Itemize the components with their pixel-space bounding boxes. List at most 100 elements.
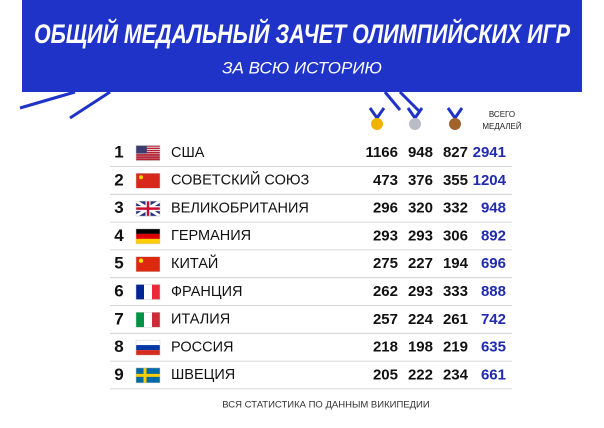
- rank: 8: [114, 337, 123, 356]
- flag-part: [139, 175, 143, 180]
- total-medals: 2941: [473, 144, 506, 161]
- total-medals: 696: [481, 255, 506, 272]
- table-row: 2 СОВЕТСКИЙ СОЮЗ 473 376 355 1204: [110, 170, 512, 195]
- total-medals: 661: [481, 366, 506, 383]
- subtitle: ЗА ВСЮ ИСТОРИЮ: [222, 58, 382, 77]
- table-row: 3 ВЕЛИКОБРИТАНИЯ 296 320 332 948: [110, 198, 512, 223]
- table-row: 7 ИТАЛИЯ 257 224 261 742: [110, 309, 512, 334]
- flag-part: [136, 154, 160, 156]
- rank: 3: [114, 198, 123, 217]
- medal-count: 275: [373, 255, 398, 272]
- flag: [135, 145, 161, 161]
- country: СОВЕТСКИЙ СОЮЗ: [171, 171, 310, 189]
- flag: [135, 367, 161, 384]
- flag-part: [136, 201, 160, 217]
- flag-part: [136, 145, 160, 147]
- country: РОССИЯ: [171, 339, 233, 355]
- medal-count: 205: [373, 366, 398, 383]
- flag-part: [136, 340, 160, 346]
- flag-border: [135, 228, 161, 245]
- medal-count: 194: [443, 255, 469, 272]
- flag-part: [136, 156, 160, 158]
- flag-border: [135, 312, 161, 328]
- flag-part: [136, 152, 160, 154]
- table-row: 1 США 1166 948 827 2941: [110, 142, 512, 167]
- medal-count: 262: [373, 283, 398, 300]
- country: КИТАЙ: [171, 254, 218, 272]
- medal-count: 473: [373, 172, 398, 189]
- flag-border: [135, 284, 161, 300]
- rank: 9: [114, 365, 123, 384]
- total-header: ВСЕГО: [489, 110, 515, 119]
- flag-border: [135, 339, 161, 356]
- medal-count: 333: [443, 283, 468, 300]
- table-row: 5 КИТАЙ 275 227 194 696: [110, 254, 512, 279]
- medal-count: 296: [373, 200, 398, 217]
- medal-count: 332: [443, 200, 468, 217]
- rank: 6: [114, 281, 123, 300]
- flag-border: [135, 173, 161, 189]
- rank: 4: [114, 226, 124, 245]
- country: ГЕРМАНИЯ: [171, 228, 251, 244]
- flag: [135, 312, 161, 328]
- rank: 2: [114, 170, 123, 189]
- table-row: 6 ФРАНЦИЯ 262 293 333 888: [110, 281, 512, 306]
- medal-count: 306: [443, 227, 468, 244]
- flag-part: [136, 145, 147, 154]
- flag-part: [136, 238, 160, 244]
- banner-decor: [19, 90, 422, 120]
- country: ФРАНЦИЯ: [171, 284, 243, 300]
- total-medals: 948: [481, 200, 506, 217]
- total-medals: 635: [481, 339, 506, 356]
- medal-icons: [368, 107, 464, 130]
- medal-count: 376: [408, 172, 433, 189]
- medal-count: 293: [408, 283, 433, 300]
- medal-count: 1166: [365, 144, 398, 161]
- country: ИТАЛИЯ: [171, 312, 230, 328]
- title: ОБЩИЙ МЕДАЛЬНЫЙ ЗАЧЕТ ОЛИМПИЙСКИХ ИГР: [34, 17, 571, 49]
- flag: [135, 256, 161, 272]
- flag-part: [152, 284, 160, 300]
- total-medals: 888: [481, 283, 506, 300]
- medal-count: 293: [373, 227, 398, 244]
- medal-count: 257: [373, 311, 398, 328]
- flag-border: [135, 145, 161, 161]
- flag-part: [136, 158, 160, 160]
- medal-count: 320: [408, 200, 433, 217]
- flag-part: [136, 350, 160, 356]
- medal-count: 261: [443, 311, 468, 328]
- flag-part: [152, 312, 160, 328]
- total-header: МЕДАЛЕЙ: [482, 122, 522, 131]
- flag-part: [136, 312, 144, 328]
- flag-part: [136, 154, 160, 156]
- flag: [135, 284, 161, 300]
- total-medals: 892: [481, 227, 506, 244]
- flag-border: [135, 200, 161, 217]
- table-row: 8 РОССИЯ 218 198 219 635: [110, 337, 512, 362]
- total-medals: 1204: [473, 172, 507, 189]
- country: ШВЕЦИЯ: [171, 367, 235, 383]
- total-medals: 742: [481, 311, 506, 328]
- flag-part: [144, 312, 152, 328]
- flag-part: [136, 157, 160, 159]
- medal-count: 234: [443, 366, 469, 383]
- medal-count: 224: [408, 311, 434, 328]
- rank: 5: [114, 254, 123, 273]
- flag-part: [136, 367, 160, 383]
- flag-part: [136, 173, 160, 189]
- rank: 1: [114, 142, 123, 161]
- flag: [135, 173, 161, 189]
- country: США: [171, 145, 205, 161]
- flag-border: [135, 367, 161, 384]
- flag-part: [136, 228, 160, 234]
- footer: ВСЯ СТАТИСТИКА ПО ДАННЫМ ВИКИПЕДИИ: [222, 400, 430, 411]
- table-row: 9 ШВЕЦИЯ 205 222 234 661: [110, 365, 512, 390]
- flag-part: [136, 256, 160, 272]
- medal-count: 827: [443, 144, 468, 161]
- flag-part: [136, 233, 160, 239]
- flag-part: [136, 159, 160, 161]
- table-row: 4 ГЕРМАНИЯ 293 293 306 892: [110, 226, 512, 251]
- flag-part: [136, 345, 160, 351]
- flag-part: [136, 150, 160, 152]
- rank: 7: [114, 309, 123, 328]
